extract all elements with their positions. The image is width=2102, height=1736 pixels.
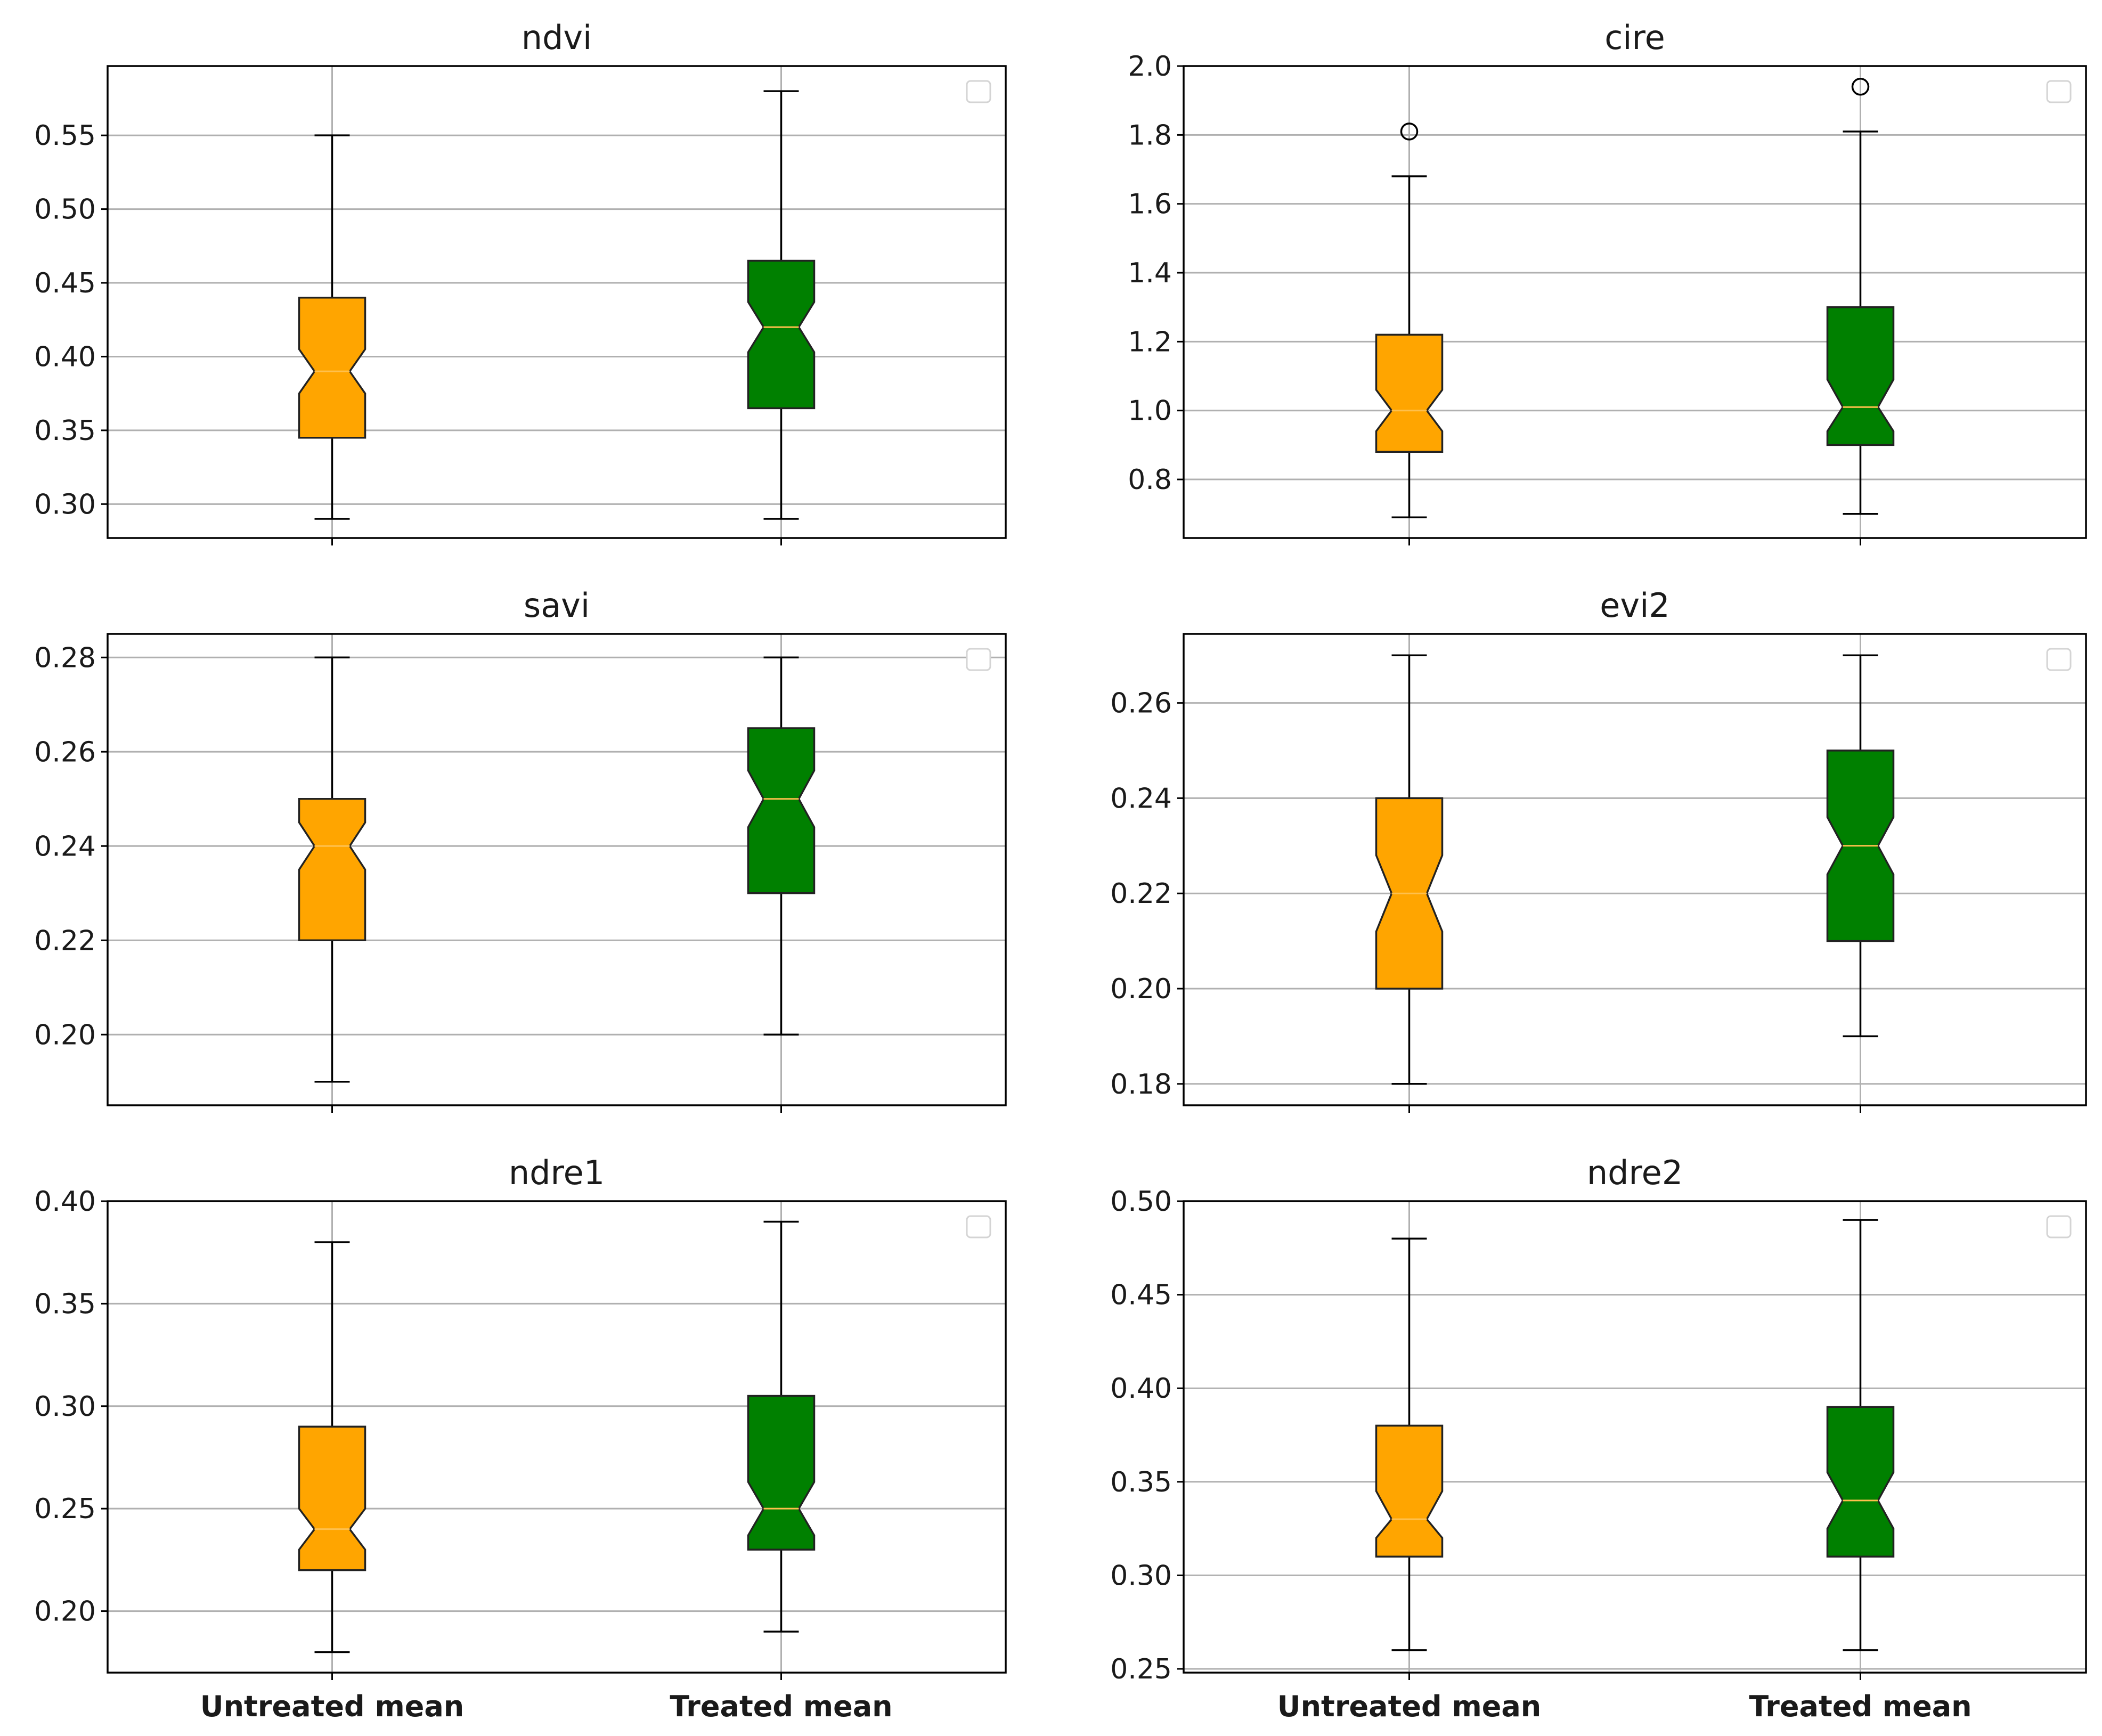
legend-box [2046,1215,2072,1238]
y-tick-label: 0.25 [34,1493,96,1525]
y-tick-label: 2.0 [1128,51,1172,83]
notched-box [747,1395,816,1551]
chart-panel-ndvi: 0.30 0.35 0.40 0.45 0.50 0.55 ndvi [34,18,1007,545]
legend-box [966,80,991,103]
plot-area [108,634,1006,1105]
y-tick-label: 0.26 [34,736,96,768]
legend-box [2046,80,2072,103]
plot-area [108,1201,1006,1673]
y-tick-label: 0.18 [1110,1069,1172,1101]
y-tick-label: 0.50 [34,194,96,226]
box-untreated [298,1241,366,1653]
notched-box [1375,1424,1444,1558]
chart-panel-ndre2: 0.25 0.30 0.35 0.40 0.45 0.50 ndre2 Untreated m… [1110,1153,2087,1723]
notched-box [298,1425,366,1571]
plot-area [1184,1201,2086,1673]
notched-box [747,727,816,894]
y-tick-label: 0.20 [1110,973,1172,1005]
y-tick-label: 0.40 [34,341,96,373]
box-treated [747,90,816,520]
y-tick-label: 0.24 [1110,783,1172,814]
chart-panel-cire: 0.8 1.0 1.2 1.4 1.6 1.8 2.0 cire [1128,18,2087,545]
y-tick-label: 0.25 [1110,1653,1172,1685]
y-tick-label: 0.8 [1128,464,1172,496]
y-tick-label: 0.30 [1110,1560,1172,1592]
y-tick-label: 0.55 [34,120,96,152]
axes-frame [1183,633,2087,1106]
axes-frame [107,1200,1007,1674]
axes-frame [1183,65,2087,539]
notched-box [1826,306,1895,446]
box-treated [747,656,816,1036]
y-tick-label: 0.22 [34,925,96,957]
y-tick-label: 1.6 [1128,189,1172,221]
y-tick-label: 0.28 [34,642,96,674]
y-tick-label: 0.40 [1110,1373,1172,1405]
box-untreated [1375,123,1444,518]
y-tick-label: 0.40 [34,1186,96,1218]
plot-area [1184,634,2086,1105]
x-tick-label: Treated mean [670,1690,892,1723]
chart-title: cire [1604,18,1665,57]
notched-box [298,798,366,942]
y-tick-label: 0.30 [34,1391,96,1423]
axes-frame [107,633,1007,1106]
chart-title: ndvi [522,18,592,57]
axes-frame [107,65,1007,539]
legend-box [2046,648,2072,671]
plot-area [108,66,1006,538]
y-tick-label: 0.24 [34,830,96,862]
y-tick-label: 1.8 [1128,119,1172,151]
y-tick-label: 0.35 [34,415,96,447]
box-untreated [1375,1237,1444,1651]
y-tick-label: 0.22 [1110,878,1172,910]
notched-box [1826,1406,1895,1558]
y-tick-label: 0.50 [1110,1186,1172,1218]
legend-box [966,648,991,671]
y-tick-label: 0.35 [34,1288,96,1320]
y-tick-label: 0.35 [1110,1466,1172,1498]
chart-panel-evi2: 0.18 0.20 0.22 0.24 0.26 evi2 [1110,586,2087,1113]
y-tick-label: 0.20 [34,1596,96,1628]
y-tick-label: 0.20 [34,1019,96,1051]
outlier-point [1400,123,1419,141]
notched-box [747,259,816,410]
legend-box [966,1215,991,1238]
y-tick-label: 0.26 [1110,688,1172,720]
box-treated [1826,78,1895,515]
chart-title: ndre2 [1587,1153,1683,1192]
x-tick-label: Untreated mean [200,1690,464,1723]
outlier-point [1851,78,1870,96]
y-tick-label: 1.0 [1128,395,1172,427]
x-tick-label: Treated mean [1749,1690,1971,1723]
box-untreated [298,656,366,1083]
y-tick-label: 1.4 [1128,257,1172,289]
box-treated [1826,654,1895,1038]
plot-area [1184,66,2086,538]
chart-title: savi [524,586,590,625]
box-untreated [298,134,366,520]
chart-panel-savi: 0.20 0.22 0.24 0.26 0.28 savi [34,586,1007,1113]
y-tick-label: 0.45 [1110,1279,1172,1311]
chart-title: evi2 [1600,586,1670,625]
y-tick-label: 1.2 [1128,326,1172,358]
notched-box [1375,333,1444,453]
y-tick-label: 0.45 [34,267,96,299]
x-tick-label: Untreated mean [1277,1690,1541,1723]
chart-title: ndre1 [509,1153,605,1192]
y-tick-label: 0.30 [34,488,96,520]
box-treated [1826,1219,1895,1651]
box-treated [747,1220,816,1633]
axes-frame [1183,1200,2087,1674]
notched-box [298,296,366,439]
box-untreated [1375,654,1444,1085]
chart-panel-ndre1: 0.20 0.25 0.30 0.35 0.40 ndre1 Untreated mean T… [34,1153,1007,1723]
